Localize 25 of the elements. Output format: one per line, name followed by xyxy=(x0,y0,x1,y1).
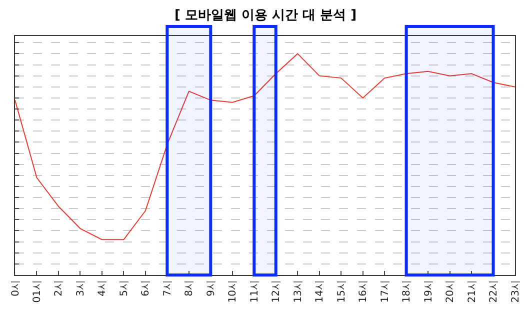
x-tick-label: 01시 xyxy=(32,280,43,303)
x-tick-label: 13시 xyxy=(292,280,304,303)
x-tick-label: 15시 xyxy=(336,280,348,303)
x-tick-label: 10시 xyxy=(228,280,239,303)
x-tick-label: 5시 xyxy=(118,280,130,296)
x-tick-label: 17시 xyxy=(380,280,391,303)
x-tick-label: 9시 xyxy=(206,280,217,296)
x-tick-label: 21시 xyxy=(466,280,478,303)
x-tick-label: 6시 xyxy=(140,280,152,296)
x-tick-label: 11시 xyxy=(249,280,260,303)
x-tick-label: 4시 xyxy=(97,280,108,296)
x-tick-label: 18시 xyxy=(402,280,413,303)
x-tick-label: 2시 xyxy=(54,280,65,296)
x-tick-label: 23시 xyxy=(510,280,522,303)
x-tick-label: 7시 xyxy=(162,280,174,296)
x-tick-label: 22시 xyxy=(488,280,500,303)
x-tick-label: 16시 xyxy=(358,280,370,303)
x-tick-label: 8시 xyxy=(184,280,196,296)
x-tick-label: 3시 xyxy=(75,280,86,296)
x-tick-label: 19시 xyxy=(423,280,434,303)
x-tick-label: 14시 xyxy=(314,280,326,303)
chart-title: [ 모바일웹 이용 시간 대 분석 ] xyxy=(174,8,357,23)
x-tick-label: 12시 xyxy=(271,280,282,303)
x-tick-label: 0시 xyxy=(10,280,22,296)
x-tick-label: 20시 xyxy=(445,280,456,303)
